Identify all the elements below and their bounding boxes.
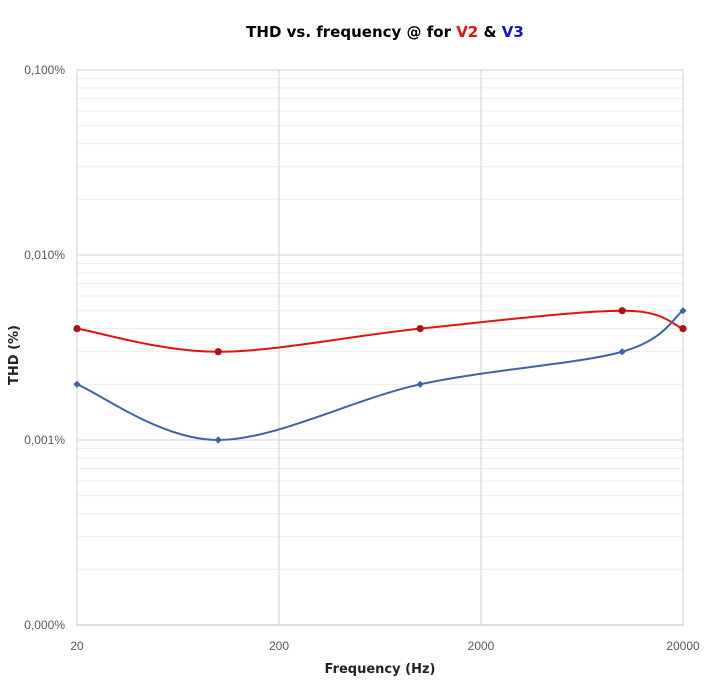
x-tick-label: 20000 (666, 639, 700, 653)
series-line-v2 (76, 309, 684, 353)
plot-area (76, 69, 684, 626)
x-axis-tick-labels: 20 200 2000 20000 (70, 639, 700, 653)
chart-title-prefix: THD vs. frequency @ for (246, 23, 456, 41)
x-tick-label: 2000 (468, 639, 495, 653)
data-point-v2 (416, 325, 424, 333)
x-tick-label: 200 (269, 639, 289, 653)
data-point-v3 (416, 380, 424, 388)
series-markers (73, 307, 687, 444)
y-tick-label: 0,001% (24, 433, 65, 447)
series-line-v3 (76, 309, 684, 441)
y-axis-tick-labels: 0,000% 0,001% 0,010% 0,100% (24, 63, 65, 632)
data-point-v2 (679, 325, 687, 333)
data-point-v2 (214, 348, 222, 356)
y-tick-label: 0,100% (24, 63, 65, 77)
x-tick-label: 20 (70, 639, 84, 653)
y-tick-label: 0,000% (24, 618, 65, 632)
data-point-v3 (73, 380, 81, 388)
x-axis-title: Frequency (Hz) (325, 662, 436, 677)
data-point-v2 (618, 307, 626, 315)
series-lines (76, 309, 684, 441)
chart-title-v2: V2 (456, 23, 478, 41)
data-point-v3 (618, 348, 626, 356)
chart-title: THD vs. frequency @ for V2 & V3 (246, 23, 524, 41)
data-point-v2 (73, 325, 81, 333)
data-point-v3 (214, 436, 222, 444)
chart-title-joiner: & (478, 23, 502, 41)
data-point-v3 (679, 307, 687, 315)
y-axis-title: THD (%) (7, 325, 22, 385)
y-tick-label: 0,010% (24, 248, 65, 262)
chart-title-v3: V3 (502, 23, 524, 41)
